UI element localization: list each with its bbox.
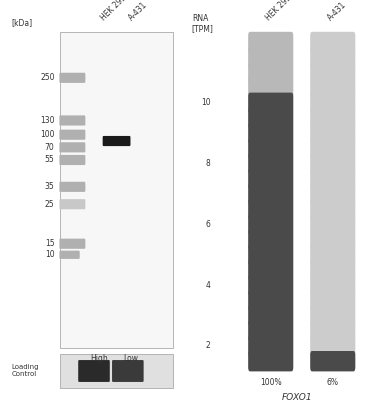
FancyBboxPatch shape <box>310 153 355 174</box>
FancyBboxPatch shape <box>248 138 293 158</box>
FancyBboxPatch shape <box>78 360 110 382</box>
FancyBboxPatch shape <box>310 199 355 219</box>
FancyBboxPatch shape <box>59 116 85 126</box>
FancyBboxPatch shape <box>310 123 355 143</box>
FancyBboxPatch shape <box>248 47 293 67</box>
FancyBboxPatch shape <box>248 245 293 265</box>
Text: 2: 2 <box>206 342 211 350</box>
FancyBboxPatch shape <box>310 77 355 98</box>
FancyBboxPatch shape <box>310 184 355 204</box>
FancyBboxPatch shape <box>248 306 293 326</box>
Text: 4: 4 <box>206 281 211 290</box>
FancyBboxPatch shape <box>310 321 355 341</box>
FancyBboxPatch shape <box>310 260 355 280</box>
FancyBboxPatch shape <box>310 245 355 265</box>
Text: 6: 6 <box>206 220 211 229</box>
FancyBboxPatch shape <box>112 360 144 382</box>
FancyBboxPatch shape <box>248 153 293 174</box>
Text: 100%: 100% <box>260 378 282 387</box>
FancyBboxPatch shape <box>248 62 293 82</box>
FancyBboxPatch shape <box>310 290 355 310</box>
Text: 6%: 6% <box>327 378 339 387</box>
Text: 55: 55 <box>45 156 55 164</box>
Text: 35: 35 <box>45 182 55 191</box>
FancyBboxPatch shape <box>248 336 293 356</box>
FancyBboxPatch shape <box>310 214 355 234</box>
FancyBboxPatch shape <box>59 182 85 192</box>
Text: 10: 10 <box>45 250 55 259</box>
Text: Loading
Control: Loading Control <box>11 364 39 377</box>
FancyBboxPatch shape <box>248 32 293 52</box>
FancyBboxPatch shape <box>59 199 85 209</box>
Text: High: High <box>90 354 108 363</box>
FancyBboxPatch shape <box>310 32 355 52</box>
Text: A-431: A-431 <box>326 0 349 22</box>
FancyBboxPatch shape <box>248 214 293 234</box>
FancyBboxPatch shape <box>310 92 355 113</box>
FancyBboxPatch shape <box>59 130 85 140</box>
Text: 15: 15 <box>45 239 55 248</box>
FancyBboxPatch shape <box>60 32 173 348</box>
Text: [kDa]: [kDa] <box>11 18 32 27</box>
FancyBboxPatch shape <box>248 321 293 341</box>
FancyBboxPatch shape <box>248 168 293 189</box>
FancyBboxPatch shape <box>310 108 355 128</box>
FancyBboxPatch shape <box>310 275 355 295</box>
FancyBboxPatch shape <box>310 336 355 356</box>
FancyBboxPatch shape <box>248 199 293 219</box>
FancyBboxPatch shape <box>248 351 293 371</box>
FancyBboxPatch shape <box>310 168 355 189</box>
FancyBboxPatch shape <box>248 290 293 310</box>
Text: HEK 293: HEK 293 <box>264 0 294 22</box>
FancyBboxPatch shape <box>310 230 355 250</box>
FancyBboxPatch shape <box>248 92 293 113</box>
FancyBboxPatch shape <box>310 351 355 371</box>
FancyBboxPatch shape <box>248 275 293 295</box>
Text: 100: 100 <box>40 130 55 139</box>
FancyBboxPatch shape <box>248 260 293 280</box>
Text: 250: 250 <box>40 73 55 82</box>
Text: HEK 293: HEK 293 <box>99 0 128 22</box>
FancyBboxPatch shape <box>59 239 85 249</box>
FancyBboxPatch shape <box>59 142 85 152</box>
Text: 70: 70 <box>45 143 55 152</box>
Text: A-431: A-431 <box>127 0 149 22</box>
Text: 130: 130 <box>40 116 55 125</box>
Text: FOXO1: FOXO1 <box>282 393 312 400</box>
FancyBboxPatch shape <box>310 62 355 82</box>
Text: 10: 10 <box>201 98 211 107</box>
FancyBboxPatch shape <box>248 123 293 143</box>
FancyBboxPatch shape <box>103 136 130 146</box>
FancyBboxPatch shape <box>310 306 355 326</box>
FancyBboxPatch shape <box>248 230 293 250</box>
FancyBboxPatch shape <box>310 47 355 67</box>
Text: 25: 25 <box>45 200 55 209</box>
FancyBboxPatch shape <box>310 138 355 158</box>
Text: 8: 8 <box>206 159 211 168</box>
FancyBboxPatch shape <box>60 354 173 388</box>
FancyBboxPatch shape <box>248 77 293 98</box>
Text: RNA
[TPM]: RNA [TPM] <box>192 14 214 33</box>
FancyBboxPatch shape <box>59 251 80 259</box>
FancyBboxPatch shape <box>248 184 293 204</box>
Text: Low: Low <box>123 354 138 363</box>
FancyBboxPatch shape <box>59 155 85 165</box>
FancyBboxPatch shape <box>59 73 85 83</box>
FancyBboxPatch shape <box>248 108 293 128</box>
